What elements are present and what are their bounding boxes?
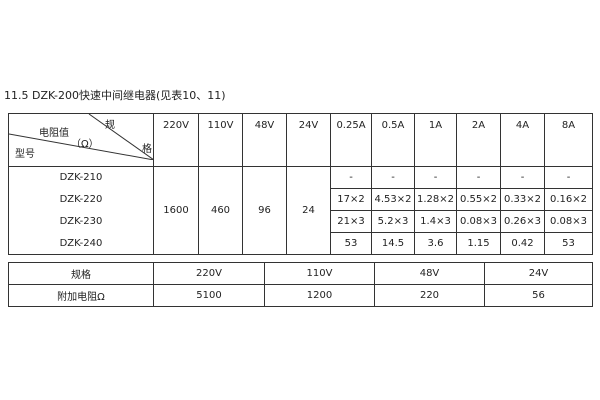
value-cell: 53 <box>544 232 593 255</box>
corner-label: 电阻值 <box>39 128 69 139</box>
value-cell: 0.42 <box>500 232 545 255</box>
value-cell: 53 <box>330 232 372 255</box>
table-row: DZK-220 17×2 4.53×2 1.28×2 0.55×2 0.33×2… <box>8 188 593 211</box>
column-header: 8A <box>544 113 593 167</box>
corner-header-cell: 规 格 电阻值 （Ω） 型号 <box>8 113 154 167</box>
value-cell: 110V <box>264 262 375 285</box>
value-cell: 3.6 <box>414 232 457 255</box>
additional-resistance-table: 规格 220V 110V 48V 24V 附加电阻Ω 5100 1200 220… <box>8 262 593 307</box>
table-row: DZK-240 53 14.5 3.6 1.15 0.42 53 <box>8 232 593 255</box>
row-header: 规格 <box>8 262 154 285</box>
value-cell: 220 <box>374 284 485 307</box>
model-cell: DZK-230 <box>8 210 154 233</box>
row-header: 附加电阻Ω <box>8 284 154 307</box>
value-cell: 24V <box>484 262 593 285</box>
value-cell: 96 <box>242 166 287 255</box>
value-cell: 48V <box>374 262 485 285</box>
column-header: 0.25A <box>330 113 372 167</box>
value-cell: - <box>414 166 457 189</box>
corner-label: 规 <box>105 120 115 131</box>
column-header: 220V <box>153 113 199 167</box>
column-header: 1A <box>414 113 457 167</box>
resistance-table: 规 格 电阻值 （Ω） 型号 220V 110V 48V 24V 0.25A 0… <box>8 113 593 255</box>
section-title: 11.5 DZK-200快速中间继电器(见表10、11) <box>4 89 226 102</box>
table-row: DZK-230 21×3 5.2×3 1.4×3 0.08×3 0.26×3 0… <box>8 210 593 233</box>
column-header: 2A <box>456 113 501 167</box>
value-cell: - <box>330 166 372 189</box>
value-cell: 1200 <box>264 284 375 307</box>
value-cell: - <box>544 166 593 189</box>
value-cell: - <box>500 166 545 189</box>
value-cell: 1.4×3 <box>414 210 457 233</box>
value-cell: 5.2×3 <box>371 210 415 233</box>
value-cell: 1.28×2 <box>414 188 457 211</box>
model-cell: DZK-220 <box>8 188 154 211</box>
table-row: 附加电阻Ω 5100 1200 220 56 <box>8 284 593 307</box>
table-row: DZK-210 1600 460 96 24 - - - - - - <box>8 166 593 255</box>
value-cell: 460 <box>198 166 243 255</box>
value-cell: 4.53×2 <box>371 188 415 211</box>
value-cell: 0.33×2 <box>500 188 545 211</box>
model-cell: DZK-240 <box>8 232 154 255</box>
value-cell: 0.08×3 <box>544 210 593 233</box>
value-cell: 14.5 <box>371 232 415 255</box>
value-cell: 0.08×3 <box>456 210 501 233</box>
value-cell: 1.15 <box>456 232 501 255</box>
value-cell: 5100 <box>153 284 265 307</box>
value-cell: 220V <box>153 262 265 285</box>
column-header: 0.5A <box>371 113 415 167</box>
corner-label: 格 <box>142 144 152 155</box>
column-header: 4A <box>500 113 545 167</box>
value-cell: - <box>456 166 501 189</box>
column-header: 110V <box>198 113 243 167</box>
corner-label: （Ω） <box>71 139 99 150</box>
value-cell: 56 <box>484 284 593 307</box>
value-cell: - <box>371 166 415 189</box>
value-cell: 0.26×3 <box>500 210 545 233</box>
corner-label: 型号 <box>15 149 35 160</box>
column-header: 24V <box>286 113 331 167</box>
value-cell: 0.16×2 <box>544 188 593 211</box>
value-cell: 24 <box>286 166 331 255</box>
value-cell: 1600 <box>153 166 199 255</box>
model-cell: DZK-210 <box>8 166 154 189</box>
table-row: 规格 220V 110V 48V 24V <box>8 262 593 285</box>
value-cell: 17×2 <box>330 188 372 211</box>
column-header: 48V <box>242 113 287 167</box>
value-cell: 0.55×2 <box>456 188 501 211</box>
value-cell: 21×3 <box>330 210 372 233</box>
